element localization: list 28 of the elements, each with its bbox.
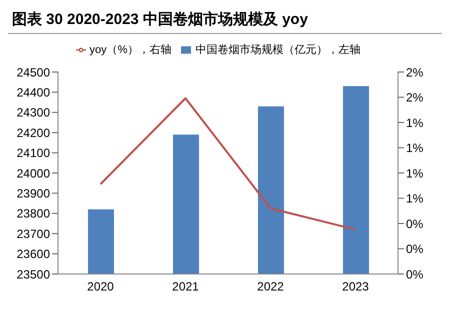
x-tick-label: 2023: [342, 280, 370, 294]
y-tick-label: 23600: [16, 247, 50, 262]
y-tick-label: 24200: [16, 126, 50, 140]
y2-tick-label: 0%: [406, 267, 424, 282]
y2-tick-label: 1%: [406, 141, 424, 156]
y-tick-label: 23700: [16, 226, 50, 241]
y-tick-label: 23900: [16, 186, 50, 200]
legend-label: yoy（%），右轴: [90, 44, 172, 56]
line-series: [100, 97, 356, 231]
y2-tick-label: 2%: [406, 90, 424, 105]
x-tick-label: 2020: [87, 280, 114, 294]
y-tick-label: 23500: [16, 267, 50, 282]
y-tick-label: 24000: [16, 166, 50, 180]
y2-tick-label: 0%: [406, 216, 424, 231]
legend-label: 中国卷烟市场规模（亿元），左轴: [195, 44, 360, 56]
y2-tick-label: 2%: [406, 65, 424, 80]
y-tick-label: 23800: [16, 206, 50, 221]
y-tick-label: 24400: [16, 85, 50, 100]
y-tick-label: 24100: [16, 146, 50, 160]
y2-tick-label: 1%: [406, 192, 424, 206]
y2-tick-label: 0%: [406, 242, 424, 256]
x-tick-label: 2022: [257, 280, 284, 294]
y-tick-label: 24300: [16, 106, 50, 120]
y2-tick-label: 1%: [406, 166, 424, 180]
chart-title: 图表 30 2020-2023 中国卷烟市场规模及 yoy: [8, 8, 442, 34]
x-tick-label: 2021: [172, 280, 200, 294]
y2-tick-label: 1%: [406, 116, 424, 130]
y-tick-label: 24500: [16, 65, 50, 80]
